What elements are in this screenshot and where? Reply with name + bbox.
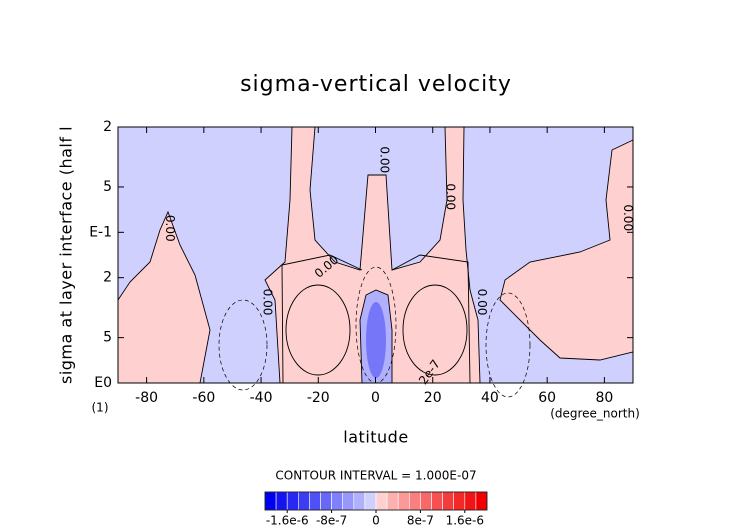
y-tick-label: E-1 bbox=[89, 224, 112, 240]
x-tick-label: 40 bbox=[481, 390, 499, 406]
colorbar-label: 1.6e-6 bbox=[446, 514, 484, 528]
contour-label: 0.00 bbox=[260, 289, 274, 316]
colorbar-label: 8e-7 bbox=[407, 514, 434, 528]
colorbar-box bbox=[275, 491, 288, 511]
colorbar-box bbox=[364, 491, 377, 511]
contour-label: 0.00 bbox=[443, 183, 457, 210]
plot-shading bbox=[117, 126, 634, 398]
colorbar-box bbox=[386, 491, 399, 511]
colorbar-label: 0 bbox=[372, 514, 380, 528]
colorbar-box bbox=[408, 491, 421, 511]
colorbar-box bbox=[397, 491, 410, 511]
x-tick-label: 0 bbox=[371, 390, 380, 406]
negative-core bbox=[366, 302, 386, 378]
colorbar-box bbox=[297, 491, 310, 511]
y-tick-label: E0 bbox=[94, 375, 112, 391]
colorbar-box bbox=[453, 491, 466, 511]
y-axis-unit: (1) bbox=[92, 401, 109, 415]
colorbar-box bbox=[464, 491, 477, 511]
y-tick-label: 5 bbox=[103, 330, 112, 346]
colorbar-box bbox=[442, 491, 455, 511]
contour-interval: CONTOUR INTERVAL = 1.000E-07 bbox=[275, 469, 476, 483]
colorbar-label: -1.6e-6 bbox=[266, 514, 309, 528]
x-tick-label: 60 bbox=[538, 390, 556, 406]
colorbar-box bbox=[431, 491, 443, 511]
x-tick-label: -20 bbox=[307, 390, 330, 406]
colorbar-box bbox=[420, 491, 432, 511]
dashed-contour bbox=[218, 299, 268, 391]
x-tick-label: 80 bbox=[595, 390, 613, 406]
solid-contour bbox=[285, 284, 351, 376]
y-tick-label: 5 bbox=[103, 179, 112, 195]
contour-label: 0.00 bbox=[378, 146, 392, 173]
colorbar-box bbox=[375, 491, 388, 511]
chart-title: sigma-vertical velocity bbox=[240, 72, 512, 97]
colorbar-label: -8e-7 bbox=[316, 514, 347, 528]
y-tick-label: 2 bbox=[103, 270, 112, 286]
y-axis-label: sigma at layer interface (half l bbox=[57, 126, 76, 384]
colorbar-box bbox=[353, 491, 366, 511]
x-tick-label: -60 bbox=[192, 390, 215, 406]
colorbar-box bbox=[475, 491, 488, 511]
colorbar-box bbox=[286, 491, 299, 511]
x-axis-label: latitude bbox=[343, 428, 408, 447]
solid-contour bbox=[281, 254, 363, 384]
x-tick-label: -80 bbox=[135, 390, 158, 406]
colorbar-box bbox=[264, 491, 277, 511]
x-axis-unit: (degree_north) bbox=[550, 407, 640, 421]
colorbar-box bbox=[320, 491, 332, 511]
contour-label: 0.00 bbox=[475, 289, 489, 316]
colorbar-box bbox=[309, 491, 321, 511]
contour-label: 0.00 bbox=[163, 215, 177, 242]
x-tick-label: -40 bbox=[250, 390, 273, 406]
solid-contour bbox=[402, 284, 468, 376]
negative-region bbox=[309, 126, 448, 271]
negative-region bbox=[462, 126, 634, 384]
dashed-contour bbox=[485, 292, 531, 398]
solid-contour bbox=[391, 254, 471, 384]
negative-region bbox=[117, 126, 293, 384]
contour-label: 0.00 bbox=[621, 204, 635, 231]
y-tick-label: 2 bbox=[103, 119, 112, 135]
colorbar-box bbox=[342, 491, 355, 511]
x-tick-label: 20 bbox=[424, 390, 442, 406]
colorbar-box bbox=[331, 491, 344, 511]
